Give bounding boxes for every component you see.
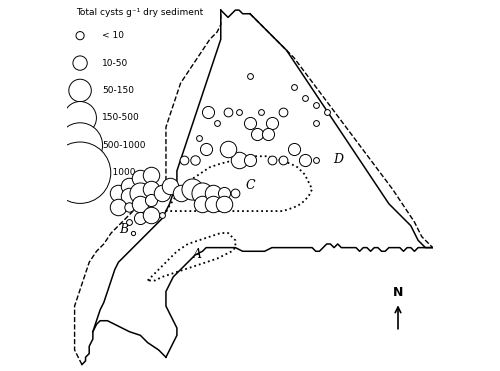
Point (290, 84, 298, 90)
Point (126, 194, 134, 200)
Point (191, 157, 199, 163)
Text: C: C (245, 179, 255, 192)
Point (176, 190, 184, 196)
Circle shape (64, 102, 96, 134)
Point (279, 157, 287, 163)
Circle shape (50, 142, 111, 203)
Point (114, 204, 122, 210)
Text: 10-50: 10-50 (102, 59, 128, 68)
Text: A: A (192, 249, 202, 262)
Text: 50-150: 50-150 (102, 86, 134, 95)
Circle shape (73, 56, 87, 70)
Point (129, 230, 137, 236)
Text: Total cysts g⁻¹ dry sediment: Total cysts g⁻¹ dry sediment (76, 8, 204, 17)
Point (254, 131, 262, 137)
Point (148, 212, 156, 218)
Text: B: B (120, 223, 128, 236)
Point (198, 190, 206, 196)
Text: 500-1000: 500-1000 (102, 141, 146, 150)
Point (136, 190, 144, 196)
Point (268, 121, 276, 127)
Point (322, 109, 330, 115)
Point (114, 190, 122, 196)
Point (224, 146, 232, 152)
Point (279, 109, 287, 115)
Point (246, 73, 254, 79)
Point (158, 212, 166, 218)
Point (148, 171, 156, 177)
Circle shape (58, 123, 102, 168)
Point (126, 183, 134, 188)
Point (158, 190, 166, 196)
Point (246, 157, 254, 163)
Point (213, 121, 221, 127)
Point (210, 201, 218, 207)
Point (268, 157, 276, 163)
Point (202, 146, 210, 152)
Point (136, 175, 144, 181)
Point (301, 95, 309, 101)
Point (204, 109, 212, 115)
Point (312, 121, 320, 127)
Circle shape (76, 32, 84, 40)
Point (166, 183, 173, 188)
Point (220, 201, 228, 207)
Text: 150-500: 150-500 (102, 114, 140, 122)
Point (235, 157, 243, 163)
Point (232, 190, 239, 196)
Point (126, 204, 134, 210)
Text: < 10: < 10 (102, 31, 124, 40)
Point (312, 157, 320, 163)
Point (148, 197, 156, 203)
Point (198, 201, 206, 207)
Point (220, 190, 228, 196)
Point (301, 157, 309, 163)
Point (290, 146, 298, 152)
Point (312, 102, 320, 108)
Point (126, 219, 134, 225)
Point (264, 131, 272, 137)
Point (136, 216, 144, 221)
Point (257, 109, 265, 115)
Text: > 1000: > 1000 (102, 168, 136, 177)
Point (224, 109, 232, 115)
Point (210, 190, 218, 196)
Point (180, 157, 188, 163)
Circle shape (69, 79, 92, 102)
Point (188, 186, 196, 192)
Text: N: N (393, 286, 403, 299)
Point (195, 135, 203, 141)
Point (235, 109, 243, 115)
Text: D: D (332, 154, 342, 167)
Point (246, 121, 254, 127)
Point (136, 201, 144, 207)
Point (148, 186, 156, 192)
